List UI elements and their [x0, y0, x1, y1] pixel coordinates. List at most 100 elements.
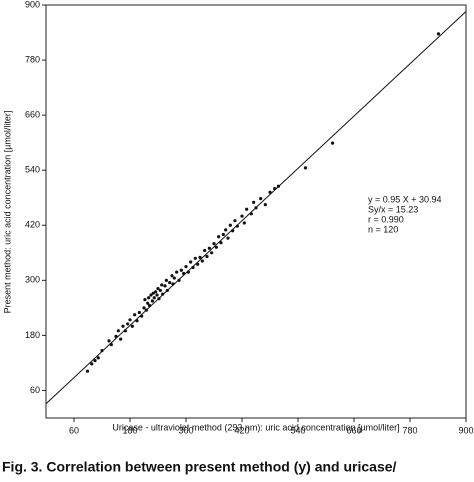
- point: [126, 322, 130, 326]
- point: [114, 334, 118, 338]
- point: [242, 221, 246, 225]
- point: [198, 255, 202, 259]
- x-axis-label: Uricase - ultraviolet method (293 nm): u…: [112, 422, 399, 432]
- point: [155, 293, 159, 297]
- point: [184, 264, 188, 269]
- point: [259, 197, 263, 201]
- point: [235, 224, 239, 228]
- point: [148, 303, 152, 308]
- point: [157, 297, 161, 301]
- point: [146, 301, 150, 305]
- plot-frame: [45, 4, 467, 419]
- point: [200, 259, 204, 263]
- point: [90, 362, 94, 366]
- y-tick-label: 180: [25, 330, 40, 340]
- point: [231, 229, 235, 233]
- x-tick-label: 780: [402, 425, 417, 435]
- point: [152, 296, 156, 300]
- point: [179, 268, 183, 272]
- point: [214, 245, 218, 249]
- point: [143, 298, 147, 302]
- point: [158, 288, 162, 293]
- point: [172, 276, 176, 280]
- point: [245, 207, 249, 211]
- point: [171, 282, 175, 286]
- point: [133, 313, 137, 317]
- point: [96, 356, 100, 360]
- annotation: Sy/x = 15.23: [368, 204, 418, 214]
- point: [221, 232, 225, 237]
- point: [330, 141, 335, 145]
- annotation: y = 0.95 X + 30.94: [368, 194, 442, 204]
- point: [135, 319, 139, 323]
- point: [189, 260, 193, 264]
- y-tick-label: 660: [25, 110, 40, 120]
- point: [196, 262, 200, 266]
- point: [212, 242, 216, 246]
- point: [151, 291, 155, 295]
- point: [165, 288, 169, 293]
- point: [170, 274, 174, 278]
- y-tick-label: 300: [25, 275, 40, 285]
- y-axis-label: Present method: uric acid concentration …: [2, 111, 12, 314]
- point: [161, 292, 165, 296]
- y-tick-label: 540: [25, 165, 40, 175]
- point: [249, 212, 253, 216]
- point: [164, 278, 168, 282]
- point: [85, 369, 90, 373]
- point: [240, 214, 244, 218]
- point: [116, 329, 120, 333]
- y-tick-label: 420: [25, 220, 40, 230]
- point: [140, 314, 144, 318]
- point: [203, 248, 207, 253]
- point: [254, 206, 258, 210]
- point: [119, 337, 123, 341]
- point: [268, 190, 272, 194]
- point: [273, 186, 277, 191]
- point: [224, 228, 228, 232]
- x-tick-label: 60: [69, 425, 79, 435]
- point: [109, 342, 113, 347]
- point: [150, 299, 154, 303]
- point: [182, 271, 186, 276]
- x-tick-label: 420: [234, 425, 249, 435]
- point: [163, 284, 167, 288]
- point: [100, 348, 104, 353]
- point: [137, 310, 141, 315]
- annotation: r = 0.990: [368, 214, 404, 224]
- point: [154, 290, 158, 294]
- point: [226, 236, 230, 240]
- point: [142, 306, 146, 310]
- point: [123, 329, 127, 333]
- point: [193, 256, 197, 260]
- x-tick-label: 660: [346, 425, 361, 435]
- x-tick-label: 300: [178, 425, 193, 435]
- point: [207, 246, 211, 250]
- point: [217, 235, 221, 239]
- point: [303, 166, 308, 170]
- point: [156, 286, 160, 291]
- x-tick-label: 180: [122, 425, 137, 435]
- point: [436, 32, 441, 36]
- point: [130, 324, 134, 328]
- x-tick-label: 900: [458, 425, 473, 435]
- annotation: n = 120: [368, 224, 398, 234]
- point: [186, 270, 190, 274]
- point: [276, 184, 280, 188]
- point: [263, 203, 267, 207]
- y-tick-label: 780: [25, 54, 40, 64]
- caption: Fig. 3. Correlation between present meth…: [2, 459, 397, 475]
- point: [107, 339, 111, 343]
- y-tick-label: 900: [25, 0, 40, 9]
- point: [233, 219, 237, 223]
- point: [219, 241, 223, 245]
- point: [93, 359, 97, 363]
- y-tick-label: 60: [30, 385, 40, 395]
- point: [149, 293, 153, 297]
- point: [210, 251, 214, 255]
- point: [168, 281, 172, 285]
- x-tick-label: 540: [290, 425, 305, 435]
- point: [144, 308, 148, 312]
- point: [191, 265, 195, 270]
